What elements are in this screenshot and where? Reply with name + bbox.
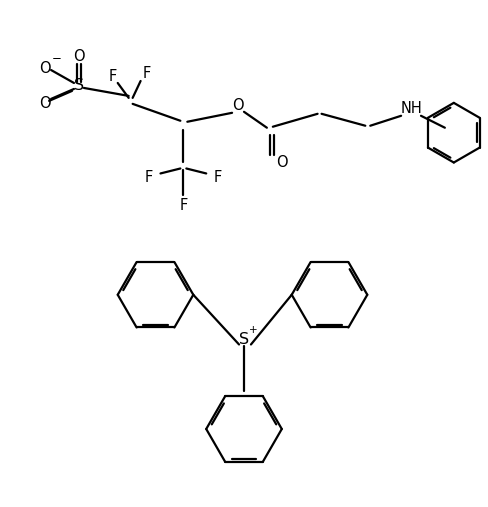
Text: F: F bbox=[214, 170, 222, 185]
Text: F: F bbox=[144, 170, 152, 185]
Text: +: + bbox=[248, 324, 257, 335]
Text: NH: NH bbox=[399, 101, 421, 116]
Text: O: O bbox=[73, 49, 84, 63]
Text: F: F bbox=[108, 68, 117, 84]
Text: F: F bbox=[142, 65, 150, 81]
Text: −: − bbox=[52, 52, 62, 64]
Text: S: S bbox=[74, 79, 84, 93]
Text: O: O bbox=[39, 96, 51, 112]
Text: O: O bbox=[232, 98, 244, 114]
Text: S: S bbox=[239, 332, 248, 347]
Text: F: F bbox=[179, 198, 187, 213]
Text: O: O bbox=[275, 155, 287, 170]
Text: O: O bbox=[39, 60, 51, 76]
